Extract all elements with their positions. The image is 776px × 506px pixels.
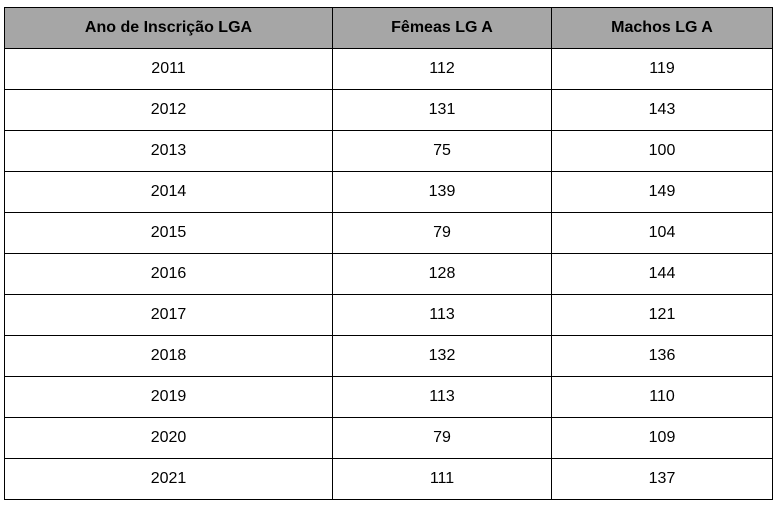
cell-year: 2011 — [4, 48, 333, 90]
table-row: 2021 111 137 — [4, 458, 773, 500]
cell-males: 144 — [551, 253, 773, 295]
cell-year: 2013 — [4, 130, 333, 172]
cell-females: 131 — [332, 89, 552, 131]
cell-females: 79 — [332, 417, 552, 459]
cell-year: 2017 — [4, 294, 333, 336]
cell-males: 119 — [551, 48, 773, 90]
table-row: 2018 132 136 — [4, 335, 773, 377]
cell-females: 111 — [332, 458, 552, 500]
cell-females: 79 — [332, 212, 552, 254]
cell-year: 2020 — [4, 417, 333, 459]
cell-males: 109 — [551, 417, 773, 459]
cell-males: 136 — [551, 335, 773, 377]
cell-males: 121 — [551, 294, 773, 336]
table-row: 2019 113 110 — [4, 376, 773, 418]
cell-females: 139 — [332, 171, 552, 213]
table-row: 2012 131 143 — [4, 89, 773, 131]
registration-table: Ano de Inscrição LGA Fêmeas LG A Machos … — [4, 7, 773, 500]
header-females: Fêmeas LG A — [332, 7, 552, 49]
table-row: 2020 79 109 — [4, 417, 773, 459]
cell-year: 2021 — [4, 458, 333, 500]
table-row: 2014 139 149 — [4, 171, 773, 213]
table-row: 2011 112 119 — [4, 48, 773, 90]
cell-females: 113 — [332, 376, 552, 418]
header-row: Ano de Inscrição LGA Fêmeas LG A Machos … — [4, 7, 773, 49]
cell-females: 112 — [332, 48, 552, 90]
cell-males: 100 — [551, 130, 773, 172]
cell-females: 132 — [332, 335, 552, 377]
cell-year: 2019 — [4, 376, 333, 418]
cell-year: 2016 — [4, 253, 333, 295]
table-row: 2016 128 144 — [4, 253, 773, 295]
cell-females: 113 — [332, 294, 552, 336]
table-row: 2015 79 104 — [4, 212, 773, 254]
cell-males: 104 — [551, 212, 773, 254]
cell-females: 75 — [332, 130, 552, 172]
table-row: 2013 75 100 — [4, 130, 773, 172]
cell-males: 110 — [551, 376, 773, 418]
cell-males: 149 — [551, 171, 773, 213]
header-year: Ano de Inscrição LGA — [4, 7, 333, 49]
cell-year: 2018 — [4, 335, 333, 377]
header-males: Machos LG A — [551, 7, 773, 49]
cell-year: 2015 — [4, 212, 333, 254]
cell-year: 2014 — [4, 171, 333, 213]
cell-males: 143 — [551, 89, 773, 131]
cell-males: 137 — [551, 458, 773, 500]
cell-females: 128 — [332, 253, 552, 295]
cell-year: 2012 — [4, 89, 333, 131]
data-table-container: Ano de Inscrição LGA Fêmeas LG A Machos … — [4, 7, 773, 500]
table-row: 2017 113 121 — [4, 294, 773, 336]
